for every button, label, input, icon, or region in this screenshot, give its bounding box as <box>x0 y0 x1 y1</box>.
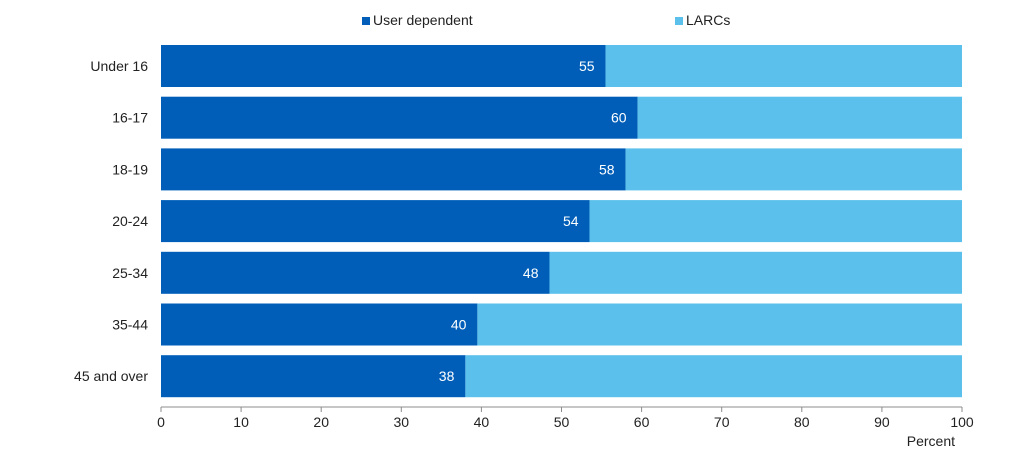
data-label-user-dependent-45-and-over: 38 <box>439 368 455 384</box>
y-tick-label-35-44: 35-44 <box>112 317 148 333</box>
bar-larcs-16-17 <box>637 96 962 139</box>
data-label-user-dependent-16-17: 60 <box>611 110 627 126</box>
data-label-user-dependent-under-16: 55 <box>579 58 595 74</box>
x-tick-label-0: 0 <box>157 414 165 430</box>
y-tick-label-25-34: 25-34 <box>112 265 148 281</box>
legend-swatch-user-dependent <box>362 17 370 25</box>
x-tick-label-70: 70 <box>714 414 730 430</box>
x-tick-label-80: 80 <box>794 414 810 430</box>
bar-user-dependent-25-34 <box>161 251 550 294</box>
x-tick-label-50: 50 <box>554 414 570 430</box>
data-label-user-dependent-25-34: 48 <box>523 265 539 281</box>
x-tick-label-90: 90 <box>874 414 890 430</box>
y-tick-label-under-16: Under 16 <box>90 58 148 74</box>
x-tick-label-30: 30 <box>394 414 410 430</box>
legend: User dependent LARCs <box>362 12 730 28</box>
legend-swatch-larcs <box>675 17 683 25</box>
x-axis-label: Percent <box>907 433 955 449</box>
bar-user-dependent-45-and-over <box>161 355 466 398</box>
x-tick-label-100: 100 <box>950 414 974 430</box>
bar-user-dependent-20-24 <box>161 200 590 243</box>
bar-user-dependent-18-19 <box>161 148 626 191</box>
bar-larcs-under-16 <box>605 45 962 87</box>
data-label-user-dependent-18-19: 58 <box>599 161 615 177</box>
data-label-user-dependent-20-24: 54 <box>563 213 579 229</box>
bar-larcs-20-24 <box>589 200 962 243</box>
y-axis: Under 16 16-17 18-19 20-24 25-34 35-44 45 and … <box>74 58 148 384</box>
data-label-user-dependent-35-44: 40 <box>451 317 467 333</box>
y-tick-label-45-and-over: 45 and over <box>74 368 148 384</box>
x-axis: 0 10 20 30 40 50 60 70 80 90 100 <box>157 406 974 430</box>
x-tick-label-10: 10 <box>233 414 249 430</box>
y-tick-label-20-24: 20-24 <box>112 213 148 229</box>
bar-larcs-25-34 <box>549 251 962 294</box>
legend-label-larcs: LARCs <box>686 12 730 28</box>
bar-larcs-45-and-over <box>465 355 962 398</box>
x-tick-label-60: 60 <box>634 414 650 430</box>
x-tick-label-40: 40 <box>474 414 490 430</box>
bar-user-dependent-35-44 <box>161 303 478 346</box>
y-tick-label-18-19: 18-19 <box>112 161 148 177</box>
bars-group: 55 60 58 54 48 40 38 <box>161 45 962 398</box>
legend-label-user-dependent: User dependent <box>373 12 473 28</box>
x-tick-label-20: 20 <box>313 414 329 430</box>
bar-larcs-35-44 <box>477 303 962 346</box>
y-tick-label-16-17: 16-17 <box>112 110 148 126</box>
bar-user-dependent-under-16 <box>161 45 606 87</box>
bar-larcs-18-19 <box>625 148 962 191</box>
bar-user-dependent-16-17 <box>161 96 638 139</box>
